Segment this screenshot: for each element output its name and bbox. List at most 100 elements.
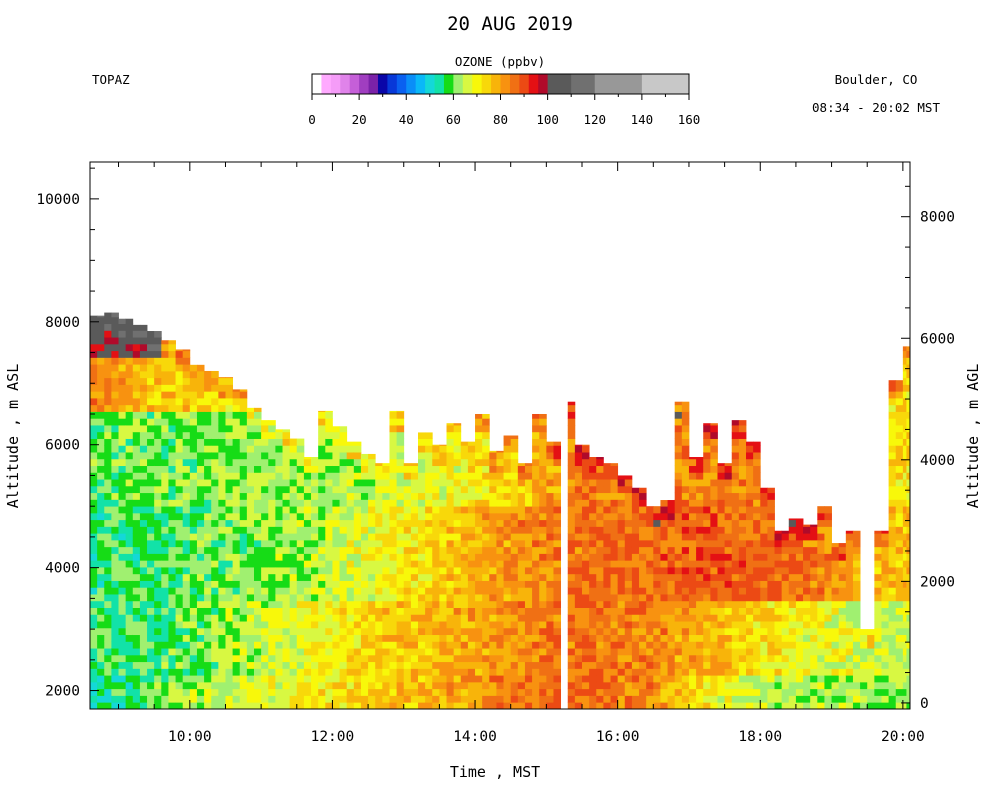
ozone-cell — [232, 695, 241, 703]
ozone-cell — [318, 695, 326, 703]
ozone-cell — [660, 519, 668, 527]
ozone-cell — [339, 452, 348, 460]
ozone-cell — [225, 526, 234, 534]
ozone-cell — [332, 445, 340, 453]
ozone-cell — [574, 681, 583, 690]
ozone-cell — [624, 594, 633, 602]
ozone-cell — [631, 661, 640, 669]
ozone-cell — [874, 553, 882, 561]
ozone-cell — [631, 594, 640, 602]
ozone-cell — [824, 627, 832, 636]
ozone-cell — [246, 641, 255, 649]
ozone-cell — [710, 648, 718, 656]
ozone-cell — [296, 445, 305, 453]
ozone-cell — [403, 675, 412, 683]
ozone-cell — [111, 458, 119, 467]
ozone-cell — [667, 688, 676, 696]
ozone-cell — [275, 675, 283, 683]
ozone-cell — [902, 458, 907, 467]
ozone-cell — [532, 492, 540, 500]
ozone-cell — [261, 560, 269, 568]
ozone-cell — [589, 594, 597, 602]
ozone-cell — [261, 499, 269, 507]
ozone-cell — [125, 445, 134, 453]
ozone-cell — [724, 560, 733, 568]
ozone-cell — [574, 614, 583, 622]
ozone-cell — [467, 567, 476, 575]
ozone-cell — [168, 567, 176, 575]
ozone-cell — [767, 533, 775, 541]
ozone-cell — [482, 634, 490, 642]
ozone-cell — [218, 594, 226, 602]
ozone-cell — [860, 661, 868, 669]
ozone-cell — [325, 607, 333, 615]
ozone-cell — [182, 695, 191, 703]
ozone-cell — [810, 702, 818, 710]
ozone-cell — [389, 560, 398, 568]
ozone-cell — [303, 702, 312, 710]
ozone-cell — [196, 512, 205, 521]
ozone-cell — [239, 607, 248, 615]
ozone-cell — [118, 688, 127, 696]
ozone-cell — [738, 445, 747, 453]
ozone-cell — [97, 594, 105, 602]
ozone-cell — [453, 519, 462, 527]
ozone-cell — [724, 506, 733, 514]
ozone-cell — [425, 546, 433, 554]
ozone-cell — [738, 567, 747, 575]
ozone-cell — [125, 594, 134, 602]
ozone-cell — [567, 539, 576, 548]
ozone-cell — [339, 587, 348, 595]
ozone-cell — [881, 560, 890, 568]
ozone-cell — [496, 560, 504, 568]
ozone-cell — [425, 465, 433, 473]
ozone-cell — [906, 377, 911, 385]
ozone-cell — [489, 533, 497, 541]
ozone-cell — [211, 398, 219, 406]
ozone-cell — [553, 485, 562, 494]
ozone-cell — [382, 567, 390, 575]
ozone-cell — [803, 524, 811, 527]
ozone-cell — [810, 695, 818, 703]
ozone-cell — [610, 621, 619, 629]
ozone-cell — [553, 688, 562, 696]
ozone-cell — [125, 641, 134, 649]
ozone-cell — [460, 600, 469, 608]
ozone-cell — [325, 410, 333, 412]
ozone-cell — [596, 654, 604, 663]
ozone-cell — [688, 458, 697, 467]
ozone-cell — [824, 681, 832, 690]
ozone-cell — [795, 641, 804, 649]
ozone-cell — [289, 553, 298, 561]
ozone-cell — [610, 695, 619, 703]
ozone-cell — [696, 499, 704, 507]
ozone-cell — [503, 546, 512, 554]
ozone-cell — [653, 567, 661, 575]
ozone-cell — [467, 580, 476, 588]
ozone-cell — [211, 688, 219, 696]
ozone-cell — [90, 431, 98, 439]
ozone-cell — [874, 573, 882, 581]
ozone-cell — [161, 681, 169, 690]
ozone-cell — [132, 492, 141, 500]
ozone-cell — [196, 404, 205, 412]
ozone-cell — [325, 634, 333, 642]
ozone-cell — [510, 580, 519, 588]
ozone-cell — [339, 438, 348, 446]
ozone-cell — [895, 621, 904, 629]
ozone-cell — [268, 512, 276, 521]
ozone-cell — [118, 499, 127, 507]
ozone-cell — [674, 458, 683, 467]
ozone-cell — [489, 607, 497, 615]
ozone-cell — [97, 343, 105, 352]
ozone-cell — [660, 500, 668, 507]
ozone-cell — [218, 391, 226, 399]
ozone-cell — [817, 587, 825, 595]
ozone-cell — [289, 479, 298, 487]
ozone-cell — [175, 621, 184, 629]
ozone-cell — [567, 519, 576, 527]
ozone-cell — [204, 418, 212, 426]
ozone-cell — [610, 526, 619, 534]
ozone-cell — [852, 675, 861, 683]
ozone-cell — [617, 634, 626, 642]
